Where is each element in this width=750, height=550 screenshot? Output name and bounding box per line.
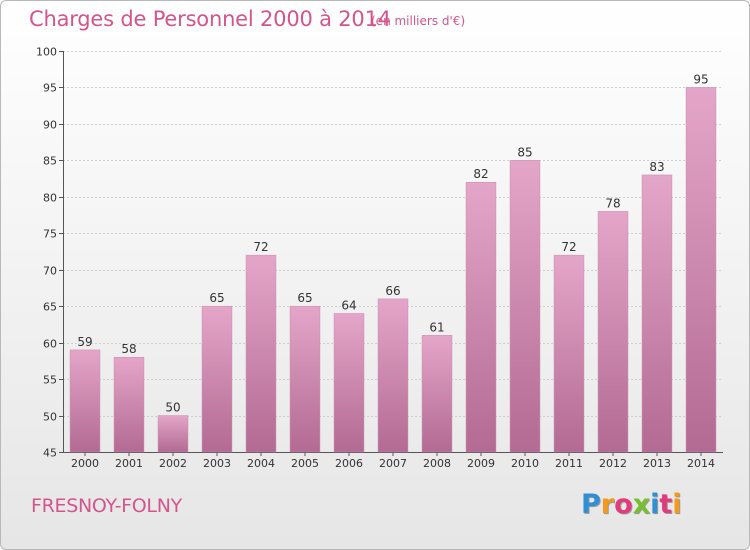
bars — [69, 87, 717, 453]
labels: 45 50 55 60 65 70 75 80 85 90 95 100 2000 59 2001 58 200… — [36, 46, 715, 471]
y-tick-label: 95 — [43, 82, 57, 95]
y-tick-label: 85 — [43, 155, 57, 168]
logo-letter: x — [632, 489, 651, 520]
logo-letter: i — [650, 489, 660, 520]
y-tick-label: 90 — [43, 119, 57, 132]
value-label: 82 — [473, 167, 488, 181]
bar — [289, 305, 321, 453]
x-tick-label: 2006 — [335, 457, 363, 470]
x-tick-label: 2009 — [467, 457, 495, 470]
y-tick-label: 50 — [43, 411, 57, 424]
bar — [421, 335, 453, 453]
bar — [113, 356, 145, 453]
bar — [69, 349, 101, 453]
logo-letter: o — [614, 489, 633, 520]
chart-subtitle: (en milliers d'€) — [371, 14, 466, 28]
value-label: 65 — [209, 291, 224, 305]
y-tick-label: 45 — [43, 447, 57, 460]
bar — [157, 415, 189, 453]
x-tick-label: 2005 — [291, 457, 319, 470]
value-label: 65 — [297, 291, 312, 305]
chart-title: Charges de Personnel 2000 à 2014 — [29, 7, 391, 31]
bar — [333, 313, 365, 453]
value-label: 59 — [77, 335, 92, 349]
bar — [641, 174, 673, 453]
value-label: 61 — [429, 320, 444, 334]
value-label: 72 — [253, 240, 268, 254]
logo-letter: P — [581, 489, 601, 520]
value-label: 66 — [385, 284, 400, 298]
axes — [59, 51, 723, 456]
x-tick-label: 2013 — [643, 457, 671, 470]
value-label: 83 — [649, 160, 664, 174]
x-tick-label: 2000 — [71, 457, 99, 470]
y-tick-label: 65 — [43, 301, 57, 314]
x-tick-label: 2014 — [687, 457, 715, 470]
y-tick-label: 70 — [43, 265, 57, 278]
x-tick-label: 2010 — [511, 457, 539, 470]
bar — [201, 305, 233, 453]
commune-name: FRESNOY-FOLNY — [31, 495, 182, 517]
y-tick-label: 100 — [36, 46, 57, 59]
value-label: 58 — [121, 342, 136, 356]
logo-letter: r — [600, 489, 615, 520]
x-tick-label: 2001 — [115, 457, 143, 470]
x-tick-label: 2012 — [599, 457, 627, 470]
y-tick-label: 55 — [43, 374, 57, 387]
bar — [509, 160, 541, 453]
x-tick-label: 2004 — [247, 457, 275, 470]
proxiti-logo[interactable]: Proxiti — [581, 489, 682, 520]
logo-letter: i — [672, 489, 682, 520]
bar — [597, 211, 629, 453]
value-label: 64 — [341, 298, 356, 312]
y-tick-label: 75 — [43, 228, 57, 241]
x-tick-label: 2003 — [203, 457, 231, 470]
value-label: 50 — [165, 401, 180, 415]
x-tick-label: 2008 — [423, 457, 451, 470]
x-tick-label: 2002 — [159, 457, 187, 470]
logo-letter: t — [659, 489, 673, 520]
value-label: 78 — [605, 196, 620, 210]
bar — [465, 181, 497, 453]
value-label: 95 — [693, 72, 708, 86]
bar — [553, 254, 585, 453]
bar — [377, 298, 409, 453]
bar — [685, 87, 717, 453]
value-label: 72 — [561, 240, 576, 254]
y-tick-label: 60 — [43, 338, 57, 351]
x-tick-label: 2011 — [555, 457, 583, 470]
value-label: 85 — [517, 145, 532, 159]
x-tick-label: 2007 — [379, 457, 407, 470]
y-tick-label: 80 — [43, 192, 57, 205]
bar — [245, 254, 277, 453]
